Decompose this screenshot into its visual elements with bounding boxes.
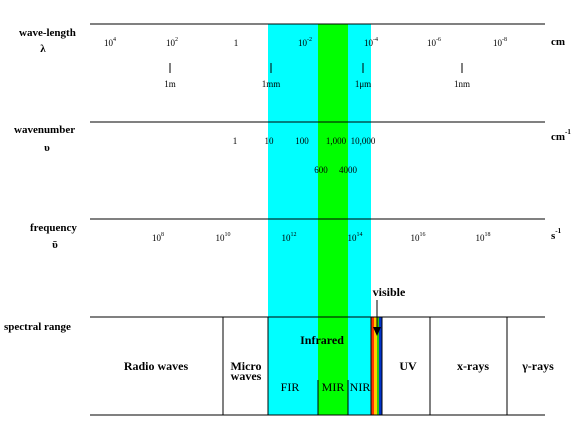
marker-1m: 1m: [164, 79, 176, 89]
frequency-tick: 108: [152, 232, 164, 243]
wavenumber-label: wavenumber: [14, 124, 75, 136]
frequency-tick: 1010: [216, 232, 231, 243]
visible-red-strip: [371, 317, 374, 415]
wavenumber-tick: 10: [265, 136, 275, 146]
xrays-label: x-rays: [457, 359, 489, 373]
frequency-tick: 1016: [411, 232, 426, 243]
visible-label: visible: [373, 285, 406, 299]
visible-yellow-strip: [374, 317, 377, 415]
wavelength-tick: 1: [234, 38, 239, 48]
wavelength-tick: 10-2: [298, 37, 312, 48]
wavenumber-tick: 1: [233, 136, 238, 146]
wavenumber-unit: cm-1: [551, 128, 571, 143]
frequency-symbol: ῡ: [52, 239, 58, 251]
wavenumber-tick: 1,000: [326, 136, 347, 146]
wavelength-tick: 10-6: [427, 37, 441, 48]
visible-blue-strip: [379, 317, 382, 415]
wavelength-tick: 102: [166, 37, 178, 48]
nir-label: NIR: [350, 380, 371, 394]
wavenumber-tick-4000: 4000: [339, 165, 358, 175]
micro-waves-label-bottom: waves: [231, 369, 262, 383]
radio-waves-label: Radio waves: [124, 359, 189, 373]
marker-1um: 1μm: [355, 79, 371, 89]
frequency-tick: 1012: [282, 232, 297, 243]
mir-label: MIR: [322, 380, 345, 394]
micro-waves-label-top: Micro: [230, 359, 261, 373]
visible-pointer-arrowhead: [373, 327, 381, 336]
wavelength-tick: 104: [104, 37, 116, 48]
frequency-tick: 1014: [348, 232, 363, 243]
frequency-tick: 1018: [476, 232, 491, 243]
fir-label: FIR: [281, 380, 300, 394]
wavelength-unit: cm: [551, 36, 565, 48]
wavelength-tick: 10-8: [493, 37, 507, 48]
wavenumber-tick: 10,000: [351, 136, 376, 146]
marker-1nm: 1nm: [454, 79, 470, 89]
visible-green-strip: [377, 317, 379, 415]
wavelength-tick: 10-4: [364, 37, 378, 48]
wavenumber-symbol: υ: [44, 142, 50, 154]
gamma-rays-label: γ-rays: [521, 359, 554, 373]
frequency-label: frequency: [30, 222, 77, 234]
uv-label: UV: [399, 359, 417, 373]
wavenumber-tick: 100: [295, 136, 309, 146]
frequency-unit: s-1: [551, 227, 562, 242]
spectral-range-label: spectral range: [4, 321, 71, 333]
infrared-label: Infrared: [300, 333, 344, 347]
wavenumber-tick-600: 600: [314, 165, 328, 175]
wavelength-symbol: λ: [40, 43, 46, 55]
marker-1mm: 1mm: [262, 79, 281, 89]
wavelength-label: wave-length: [19, 27, 76, 39]
